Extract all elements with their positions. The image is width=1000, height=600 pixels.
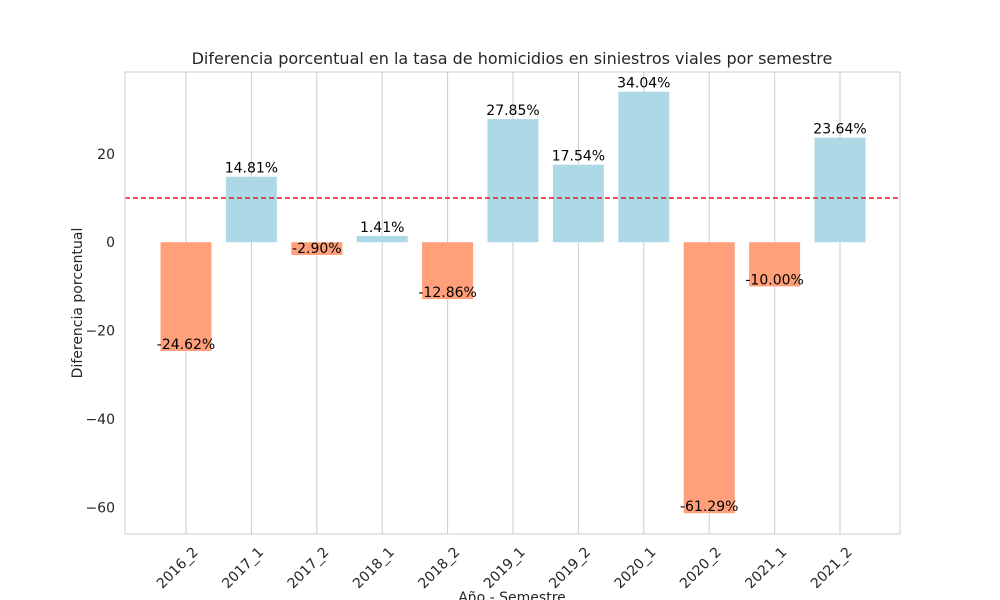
y-tick-label: −60 (85, 500, 115, 516)
data-label: 34.04% (617, 76, 670, 92)
y-tick-label: 20 (97, 147, 115, 163)
x-tick-label: 2021_1 (742, 544, 790, 592)
bar (487, 119, 539, 243)
bars (160, 91, 866, 514)
bar (749, 242, 801, 287)
x-tick-label: 2017_2 (285, 544, 333, 592)
data-label: -61.29% (680, 499, 738, 515)
y-tick-label: −40 (85, 412, 115, 428)
bar (683, 242, 735, 514)
data-label: 17.54% (552, 149, 605, 165)
bar (618, 91, 670, 243)
data-label: -10.00% (745, 272, 803, 288)
x-tick-label: 2020_2 (677, 544, 725, 592)
chart-title: Diferencia porcentual en la tasa de homi… (192, 49, 833, 68)
x-tick-label: 2018_2 (415, 544, 463, 592)
x-tick-label: 2021_2 (808, 544, 856, 592)
plot-frame (124, 71, 901, 535)
data-label: -2.90% (292, 241, 342, 257)
y-axis-label: Diferencia porcentual (70, 228, 86, 379)
y-tick-label: 0 (106, 235, 115, 251)
bar (422, 242, 474, 300)
bar (291, 242, 343, 256)
x-tick-label: 2016_2 (154, 544, 202, 592)
y-axis-ticks: −60 −40 −20 0 20 (85, 147, 115, 517)
bar (814, 137, 866, 243)
x-axis-label: Año - Semestre (458, 590, 566, 600)
y-tick-label: −20 (85, 324, 115, 340)
x-tick-label: 2019_1 (481, 544, 529, 592)
bar (160, 242, 212, 352)
x-axis-ticks: 2016_2 2017_1 2017_2 2018_1 2018_2 2019_1 2019… (154, 544, 856, 592)
x-tick-label: 2018_1 (350, 544, 398, 592)
x-tick-label: 2017_1 (219, 544, 267, 592)
x-tick-label: 2019_2 (546, 544, 594, 592)
bar (356, 235, 408, 243)
bar (225, 176, 277, 243)
data-label: 27.85% (486, 103, 539, 119)
data-label: -24.62% (157, 337, 215, 353)
x-tick-label: 2020_1 (612, 544, 660, 592)
data-label: 14.81% (225, 161, 278, 177)
data-label: 23.64% (813, 122, 866, 138)
data-label: -12.86% (418, 285, 476, 301)
data-label: 1.41% (360, 220, 404, 236)
bar (552, 164, 604, 243)
data-labels: -24.62% 14.81% -2.90% 1.41% -12.86% 27.85% 17.… (157, 76, 867, 515)
